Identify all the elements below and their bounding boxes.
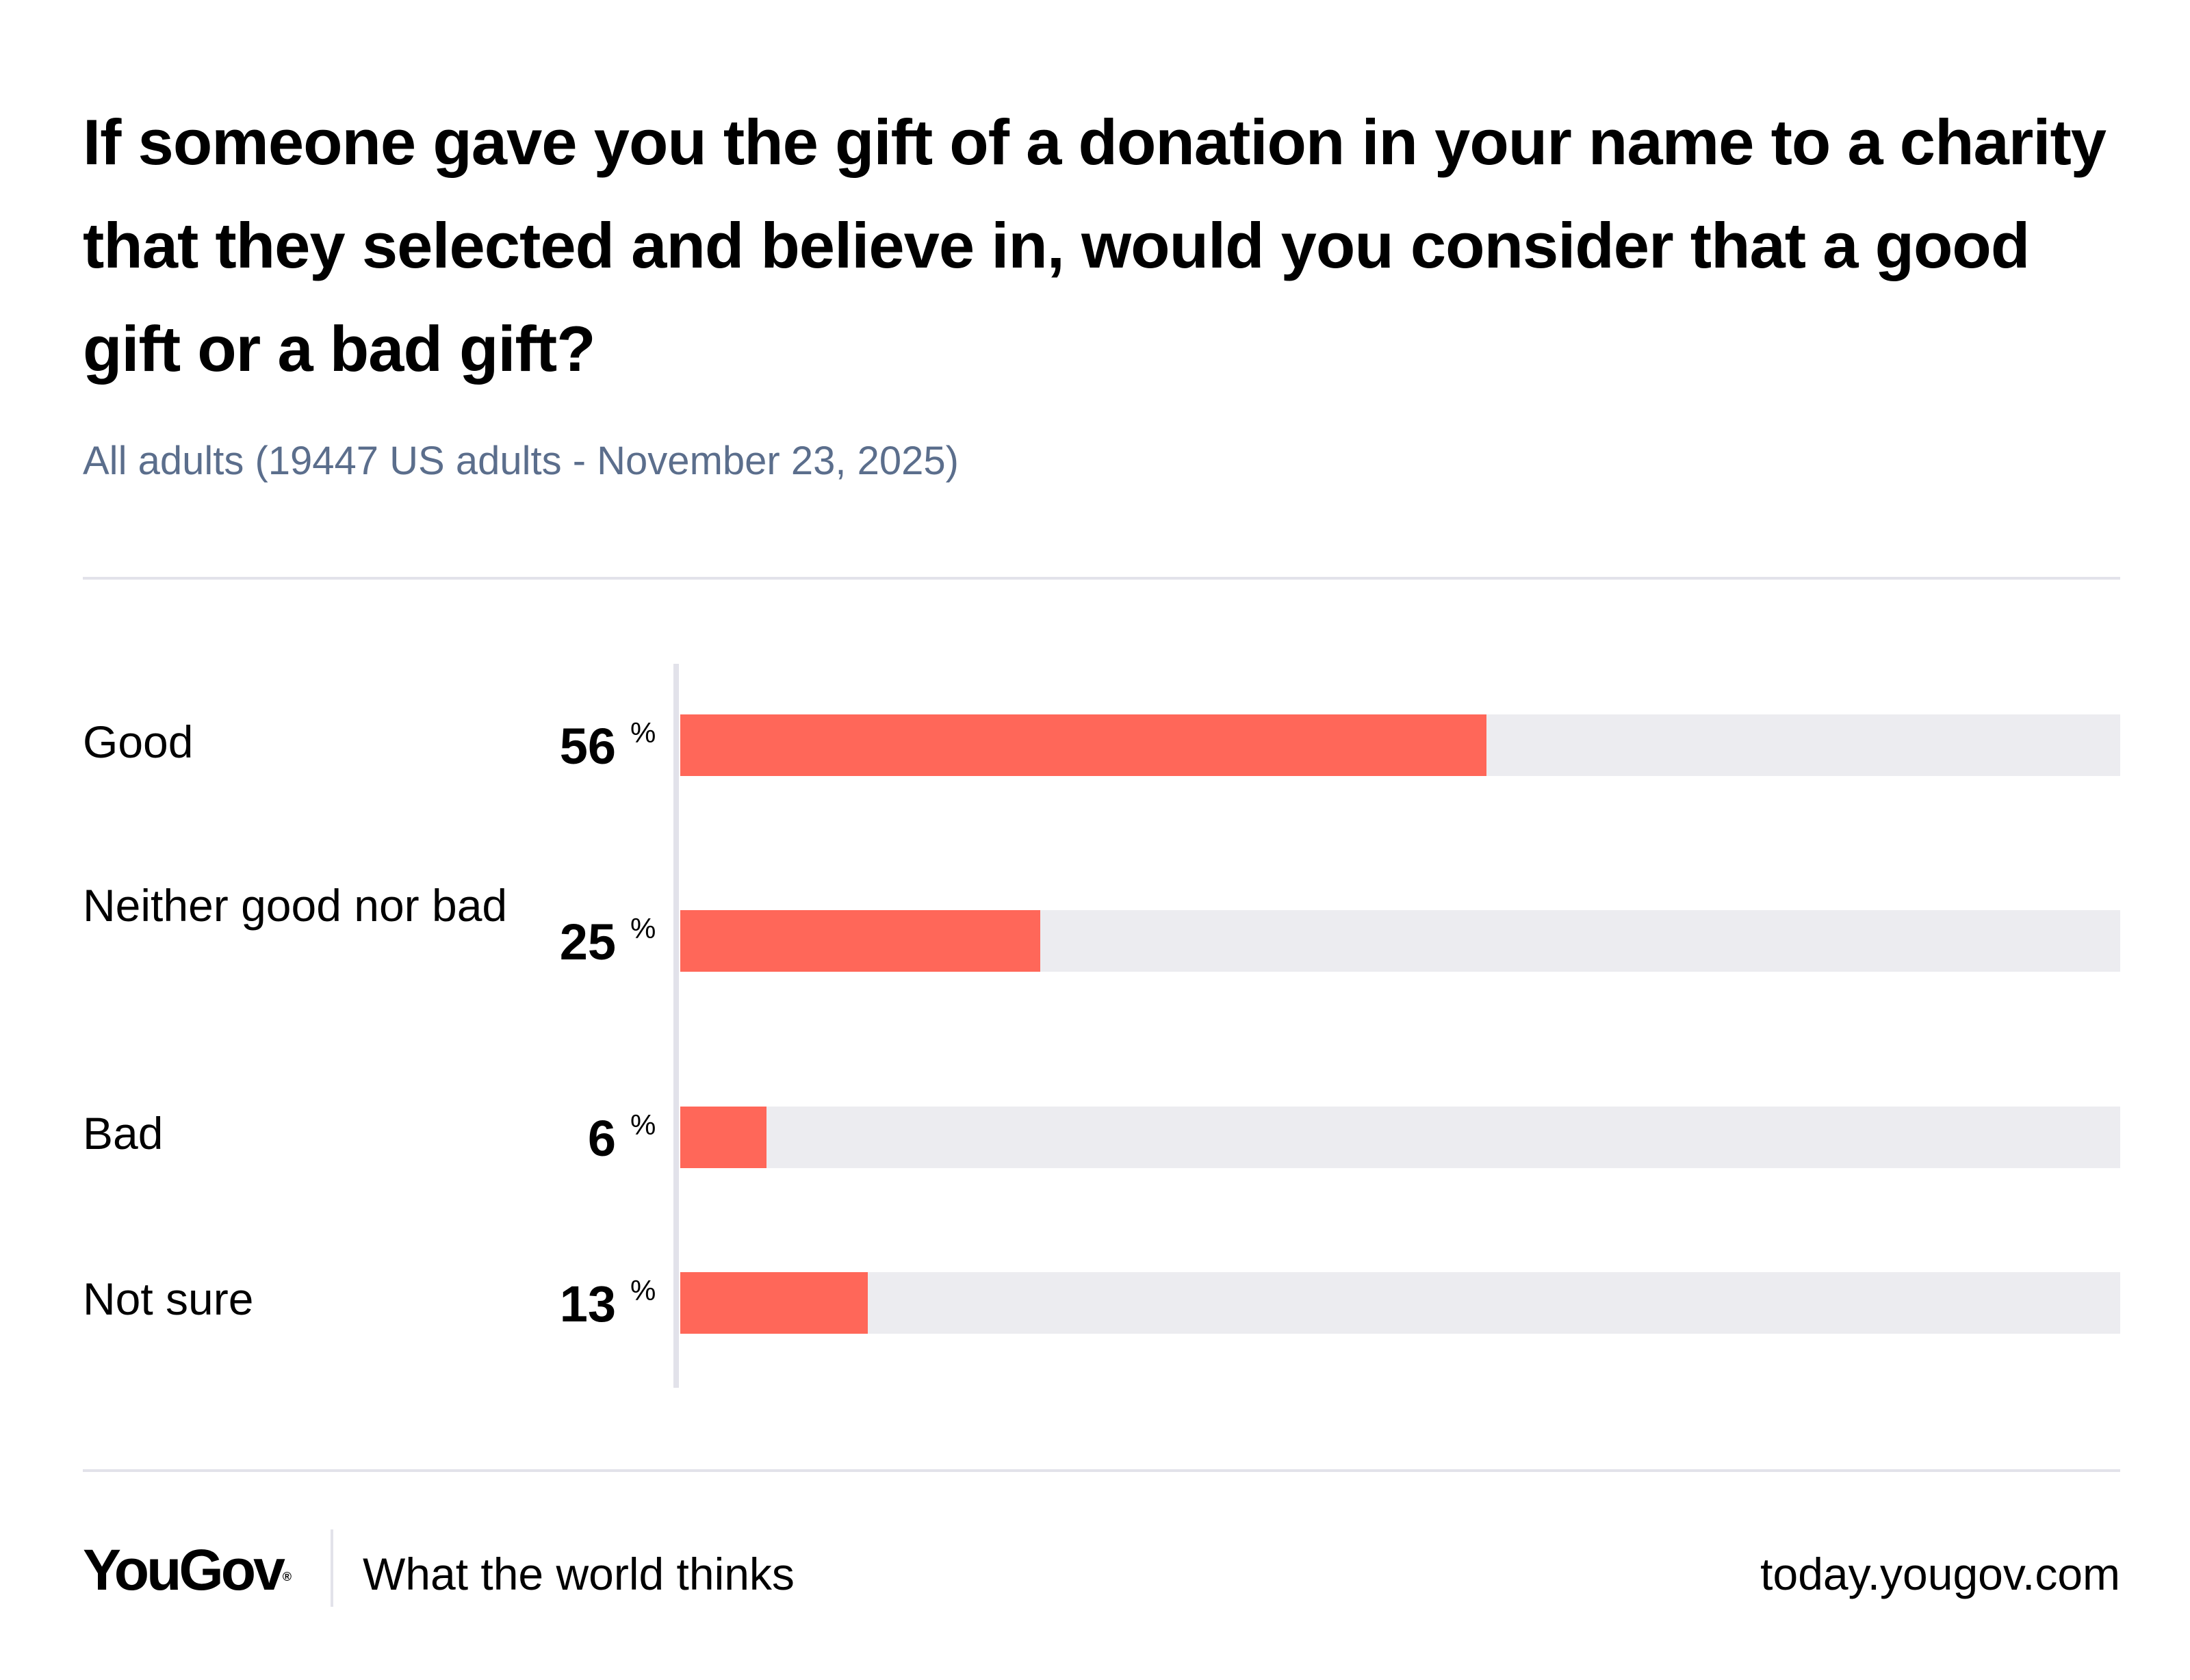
yougov-logo: YouGov®	[83, 1536, 292, 1604]
bar-track	[680, 714, 2120, 776]
category-label: Neither good nor bad	[83, 880, 508, 931]
percent-sign: %	[630, 1109, 656, 1141]
chart-axis-line	[673, 664, 679, 1388]
bar-track	[680, 1107, 2120, 1168]
bar	[680, 910, 1040, 972]
value-label: 25	[559, 914, 616, 970]
bar-track	[680, 1272, 2120, 1334]
chart-title: If someone gave you the gift of a donati…	[83, 106, 2107, 385]
logo-text: YouGov	[83, 1538, 285, 1602]
value-label: 56	[559, 718, 616, 775]
footer-divider	[331, 1529, 333, 1607]
percent-sign: %	[630, 1274, 656, 1306]
tagline: What the world thinks	[363, 1549, 795, 1599]
percent-sign: %	[630, 716, 656, 749]
category-label: Bad	[83, 1108, 164, 1159]
chart-subtitle: All adults (19447 US adults - November 2…	[83, 439, 959, 483]
bar	[680, 1107, 766, 1168]
site-url[interactable]: today.yougov.com	[1760, 1549, 2120, 1599]
percent-sign: %	[630, 912, 656, 944]
bar	[680, 714, 1486, 776]
category-label: Good	[83, 716, 194, 767]
value-label: 13	[559, 1276, 616, 1332]
bottom-divider	[83, 1469, 2120, 1472]
value-label: 6	[587, 1110, 616, 1167]
bar	[680, 1272, 868, 1334]
registered-mark: ®	[282, 1570, 292, 1584]
bar-track	[680, 910, 2120, 972]
category-label: Not sure	[83, 1274, 254, 1324]
top-divider	[83, 577, 2120, 580]
